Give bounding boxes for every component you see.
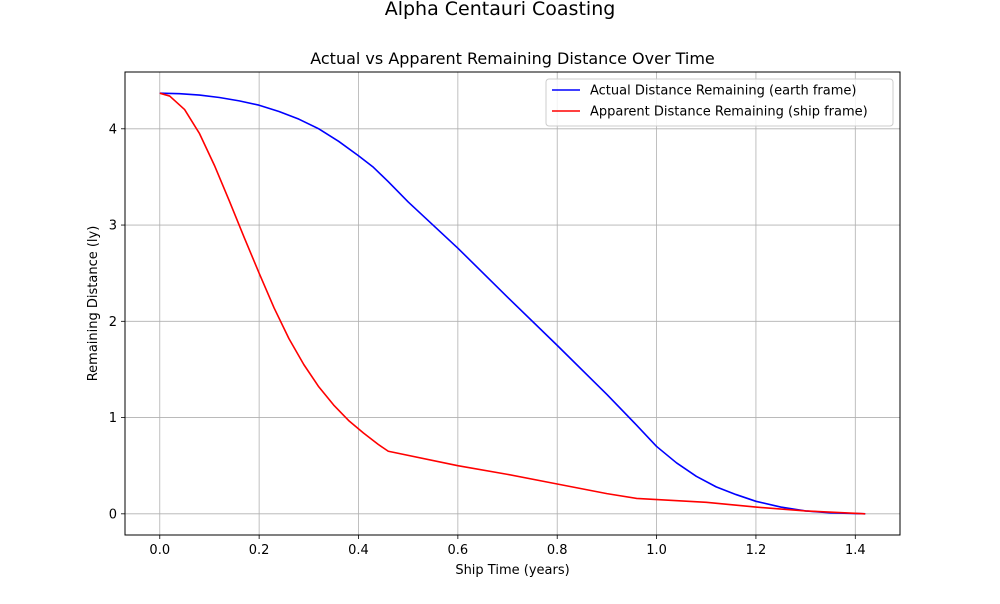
figure-suptitle: Alpha Centauri Coasting	[384, 0, 616, 20]
chart-title: Actual vs Apparent Remaining Distance Ov…	[310, 49, 715, 68]
x-tick-label: 1.4	[845, 543, 866, 558]
x-tick-label: 1.2	[746, 543, 767, 558]
x-tick-label: 0.0	[149, 543, 170, 558]
series-lines	[159, 92, 866, 515]
x-tick-label: 1.0	[646, 543, 667, 558]
y-tick-label: 2	[109, 315, 117, 330]
y-tick-label: 0	[109, 507, 117, 522]
legend: Actual Distance Remaining (earth frame) A…	[545, 78, 894, 127]
legend-label-1: Actual Distance Remaining (earth frame)	[590, 84, 856, 99]
x-axis-label: Ship Time (years)	[455, 563, 569, 578]
axis-ticks: 0.0 0.2 0.4 0.6 0.8 1.0 1.2 1.4 0 1 2 3 4	[109, 122, 866, 558]
series-line-1	[159, 92, 866, 515]
axes-frame	[124, 71, 901, 536]
grid-lines	[125, 72, 900, 535]
x-tick-label: 0.2	[249, 543, 270, 558]
x-tick-label: 0.8	[547, 543, 568, 558]
x-tick-label: 0.6	[448, 543, 469, 558]
y-tick-label: 4	[109, 122, 117, 137]
y-axis-label: Remaining Distance (ly)	[86, 226, 101, 382]
y-tick-label: 1	[109, 411, 117, 426]
series-line-2	[159, 92, 866, 515]
legend-label-2: Apparent Distance Remaining (ship frame)	[590, 105, 868, 120]
y-tick-label: 3	[109, 219, 117, 234]
x-tick-label: 0.4	[348, 543, 369, 558]
legend-box	[545, 78, 894, 127]
